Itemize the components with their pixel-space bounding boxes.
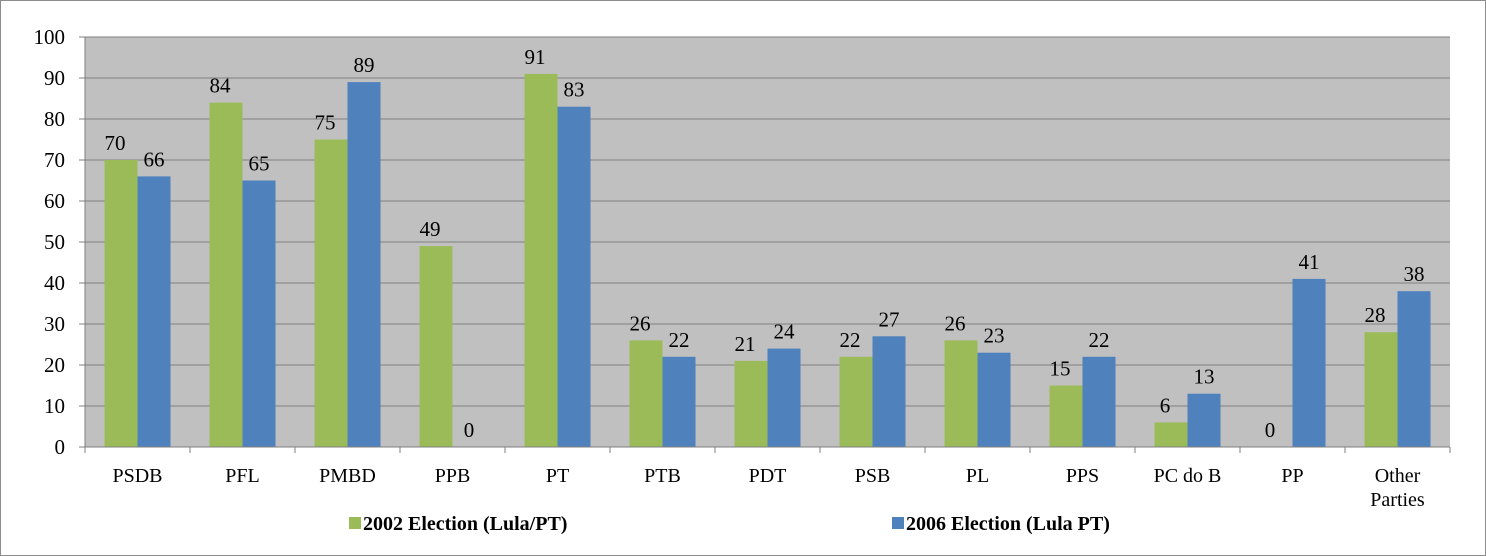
bar	[1154, 422, 1188, 447]
data-label: 13	[1194, 365, 1215, 389]
data-label: 75	[315, 111, 336, 135]
bar	[242, 180, 276, 447]
bar	[347, 82, 381, 447]
y-tick-label: 70	[44, 148, 65, 172]
x-tick-label: PL	[965, 465, 990, 487]
y-tick-label: 90	[44, 66, 65, 90]
bar	[1082, 356, 1116, 447]
y-tick-label: 30	[44, 312, 65, 336]
x-tick-label: PSB	[854, 465, 891, 487]
bar	[104, 160, 138, 447]
legend-swatch	[892, 517, 904, 529]
x-tick-label: PT	[545, 465, 570, 487]
data-label: 84	[210, 74, 232, 98]
data-label: 28	[1365, 303, 1386, 327]
data-label: 89	[354, 53, 375, 77]
bar	[1397, 291, 1431, 447]
bar	[1187, 393, 1221, 447]
x-tick-label: PMBD	[319, 465, 376, 487]
x-tick-label: PSDB	[112, 465, 163, 487]
data-label: 26	[630, 311, 651, 335]
data-label: 22	[669, 328, 690, 352]
bar	[872, 336, 906, 447]
bar	[209, 102, 243, 447]
bar	[839, 356, 873, 447]
x-tick-label: PP	[1281, 465, 1304, 487]
bar	[1364, 332, 1398, 447]
legend-swatch	[349, 517, 361, 529]
y-tick-label: 20	[44, 353, 65, 377]
x-tick-label: PDT	[748, 465, 787, 487]
data-label: 70	[105, 131, 126, 155]
data-label: 6	[1160, 393, 1171, 417]
data-label: 91	[525, 45, 546, 69]
bar	[767, 348, 801, 447]
y-tick-label: 50	[44, 230, 65, 254]
x-tick-label: PC do B	[1153, 465, 1222, 487]
y-tick-label: 100	[34, 25, 66, 49]
data-label: 65	[249, 152, 270, 176]
data-label: 22	[1089, 328, 1110, 352]
bar	[137, 176, 171, 447]
bar	[1049, 385, 1083, 447]
data-label: 49	[420, 217, 441, 241]
data-label: 0	[1265, 418, 1276, 442]
bar	[977, 352, 1011, 447]
bar	[944, 340, 978, 447]
data-label: 0	[464, 418, 475, 442]
data-label: 38	[1404, 262, 1425, 286]
y-tick-label: 60	[44, 189, 65, 213]
x-tick-label: PTB	[644, 465, 681, 487]
x-tick-label: PPS	[1065, 465, 1100, 487]
data-label: 26	[945, 311, 966, 335]
data-label: 66	[144, 147, 165, 171]
bar	[524, 73, 558, 448]
x-tick-label: PFL	[225, 465, 260, 487]
bar	[629, 340, 663, 447]
legend-label: 2006 Election (Lula PT)	[906, 513, 1110, 535]
data-label: 23	[984, 324, 1005, 348]
bar	[419, 246, 453, 447]
data-label: 21	[735, 332, 756, 356]
y-tick-label: 10	[44, 394, 65, 418]
bar	[734, 360, 768, 447]
data-label: 22	[840, 328, 861, 352]
bar	[1292, 278, 1326, 447]
data-label: 15	[1050, 357, 1071, 381]
bar	[314, 139, 348, 447]
y-tick-label: 80	[44, 107, 65, 131]
y-tick-label: 40	[44, 271, 65, 295]
data-label: 24	[774, 320, 796, 344]
legend-label: 2002 Election (Lula/PT)	[363, 513, 567, 535]
y-tick-label: 0	[55, 435, 66, 459]
data-label: 41	[1299, 250, 1320, 274]
x-tick-label: Other Parties	[1370, 465, 1425, 511]
bar	[557, 106, 591, 447]
bar	[662, 356, 696, 447]
data-label: 83	[564, 78, 585, 102]
data-label: 27	[879, 307, 900, 331]
x-tick-label: PPB	[434, 465, 471, 487]
